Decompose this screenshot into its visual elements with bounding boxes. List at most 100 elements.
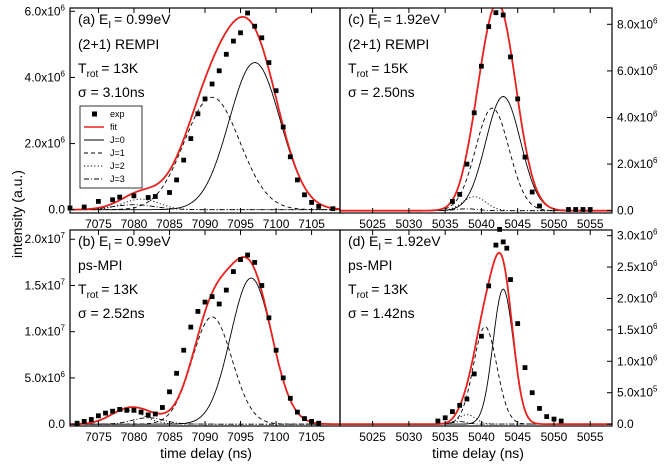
panel-a-annotation: (a) EI = 0.99eV (2+1) REMPI Trot = 13K σ =… <box>78 11 171 100</box>
panel-d-label: (d) E <box>348 233 378 249</box>
panel-a-exp-point <box>231 38 236 44</box>
panel-a-x-tick-label: 7075 <box>85 217 112 231</box>
legend-box <box>79 105 143 189</box>
panel-c: 5025 5030 5035 5040 5045 5050 5055 0.0 2.0x106 4.… <box>340 8 658 231</box>
svg-text:(c) EI= 1.92eV: (c) EI = 1.92eV <box>348 11 440 31</box>
panel-c-exp-point <box>500 12 506 18</box>
panel-c-exp-point <box>464 161 470 167</box>
panel-d-annotation: (d) EI = 1.92eV ps-MPI Trot = 13K σ = 1.42… <box>348 233 441 321</box>
panel-c-x-tick-label: 5050 <box>541 217 568 231</box>
panel-a-y-tick-label: 4.0x106 <box>25 69 66 84</box>
panel-d-exp-point <box>435 418 441 424</box>
panel-b-x-tick-label: 7090 <box>192 430 219 444</box>
panel-c-subscript: I <box>378 20 381 31</box>
panel-d-exp-point <box>551 416 557 422</box>
panel-a-exp-point <box>181 157 187 163</box>
panel-a-exp-point <box>131 193 137 199</box>
svg-text:Trot= 13K: Trot = 13K <box>78 60 139 80</box>
panel-a-exp-point <box>152 194 158 199</box>
panel-d-t-subscript: rot <box>357 290 369 301</box>
panel-d-plot: 5025 5030 5035 5040 5045 5050 5055 0.0 5.0x105 1.… <box>340 227 658 444</box>
panel-d-frame <box>339 229 613 427</box>
panel-a-x-tick-label: 7085 <box>156 217 183 231</box>
panel-d-exp-point <box>515 321 521 326</box>
panel-b-x-tick-label: 7095 <box>227 430 254 444</box>
panel-b-exp-point <box>259 283 265 288</box>
x-axis-label-right: time delay (ns) <box>432 445 524 461</box>
panel-d-x-tick-label: 5040 <box>468 430 495 444</box>
panel-d-y-tick-label: 0.0 <box>617 417 634 431</box>
panel-b-exp-point <box>195 309 201 314</box>
panel-d-exp-point <box>504 245 510 251</box>
panel-a-y-tick-label: 6.0x106 <box>25 3 66 18</box>
panel-c-exp-point <box>479 63 484 69</box>
svg-text:Trot= 15K: Trot = 15K <box>348 60 409 80</box>
panel-b-exp-point <box>295 409 300 415</box>
panel-d-y-tick-label: 2.0x106 <box>617 290 658 305</box>
panel-d-exp-point <box>442 415 448 421</box>
panel-a-exp-point <box>209 81 215 87</box>
panel-a-energy: = 0.99eV <box>114 11 171 27</box>
panel-b-y-tick-label: 5.0x106 <box>25 370 66 385</box>
panel-b-sigma: σ = 2.52ns <box>78 305 145 321</box>
panel-a-exp-point <box>216 68 222 74</box>
panel-c-exp-point <box>529 189 535 195</box>
panel-d-x-tick-label: 5035 <box>432 430 459 444</box>
panel-d-exp-point <box>558 418 564 424</box>
panel-b-t-subscript: rot <box>87 290 99 301</box>
panel-b-label: (b) E <box>78 233 108 249</box>
panel-c-t-value: = 15K <box>371 60 409 76</box>
panel-b-exp-point <box>110 408 115 414</box>
panel-a-exp-point <box>252 23 258 29</box>
panel-a-plot: 7075 7080 7085 7090 7095 7100 7105 0.0 2.0x106 4.… <box>25 3 340 231</box>
panel-b-exp-point <box>145 412 151 418</box>
panel-d: 5025 5030 5035 5040 5045 5050 5055 0.0 5.0x105 1.… <box>340 227 658 444</box>
panel-d-exp-point <box>464 396 470 402</box>
panel-b-exp-point <box>181 347 187 353</box>
panel-d-t-value: = 13K <box>371 281 409 297</box>
y-axis-label: intensity (a.u.) <box>9 170 25 258</box>
legend-label: exp <box>110 109 125 119</box>
panel-b-exp-point <box>96 413 101 419</box>
panel-c-method: (2+1) REMPI <box>348 36 429 52</box>
panel-c-t-subscript: rot <box>357 69 369 80</box>
panel-c-x-tick-label: 5030 <box>396 217 423 231</box>
panel-c-fit-line <box>340 8 612 212</box>
panel-a: 7075 7080 7085 7090 7095 7100 7105 0.0 2.0x106 4.… <box>25 3 340 231</box>
panel-a-exp-point <box>280 124 286 130</box>
panel-c-x-tick-label: 5035 <box>432 217 459 231</box>
panel-c-y-tick-label: 8.0x106 <box>617 16 658 31</box>
panel-b-exp-point <box>160 405 165 410</box>
panel-b-component-j1 <box>70 316 340 425</box>
svg-text:Trot= 13K: Trot = 13K <box>348 281 409 301</box>
panel-b-exp-point <box>124 407 130 413</box>
legend-items: exp fit J=0 J=1 J=2 J=3 <box>84 109 125 184</box>
panel-b-exp-point <box>103 410 108 416</box>
panel-a-t-label: T <box>78 60 87 76</box>
panel-b-exp-point <box>287 395 293 401</box>
panel-a-exp-point <box>96 199 101 204</box>
panel-c-y-tick-label: 2.0x106 <box>617 156 658 171</box>
legend-item-j0: J=0 <box>84 135 125 145</box>
panel-d-exp-point <box>479 333 484 339</box>
panel-d-exp-point <box>500 239 506 245</box>
panel-b-exp-point <box>316 420 322 426</box>
panel-c-curves <box>340 8 612 212</box>
panel-b-exp-point <box>167 389 172 395</box>
panel-b: 7075 7080 7085 7090 7095 7100 7105 0.0 5.0x106 1.… <box>25 230 340 444</box>
panel-a-x-tick-label: 7100 <box>263 217 290 231</box>
panel-d-x-tick-label: 5030 <box>396 430 423 444</box>
panel-d-y-tick-label: 2.5x106 <box>617 259 658 274</box>
panel-d-exp-point <box>522 365 528 370</box>
panel-a-exp-point <box>238 30 243 36</box>
panel-b-x-tick-label: 7085 <box>156 430 183 444</box>
panel-b-exp-point <box>188 324 194 330</box>
panel-d-exp-point <box>450 409 455 414</box>
panel-d-exp-point <box>457 402 463 408</box>
panel-b-exp-point <box>216 301 222 307</box>
panel-d-y-tick-label: 1.0x106 <box>617 353 658 368</box>
panel-a-exp-point <box>259 35 265 41</box>
panel-c-y-tick-label: 0.0 <box>617 204 634 218</box>
panel-c-exp-point <box>537 203 542 209</box>
panel-b-exp-point <box>231 269 236 274</box>
